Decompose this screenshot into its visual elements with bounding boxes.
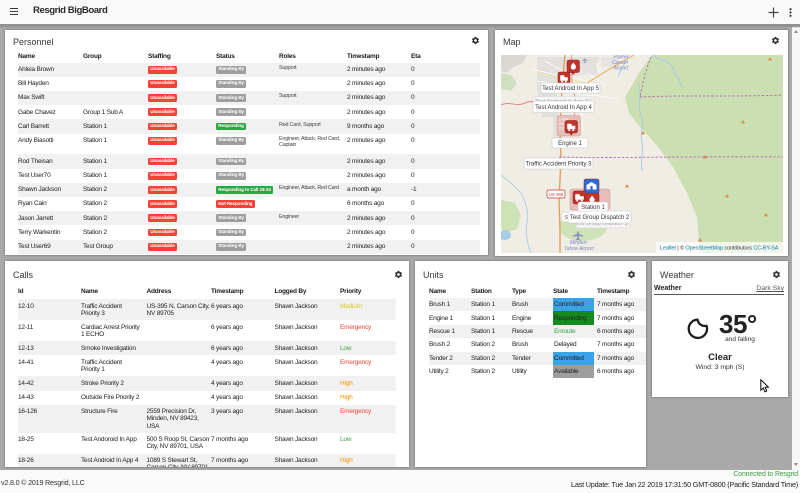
- svg-text:Airport: Airport: [613, 66, 629, 72]
- svg-text:Test Group Dispatch 2: Test Group Dispatch 2: [574, 221, 627, 227]
- svg-text:1 MIN: 1 MIN: [559, 118, 569, 122]
- svg-text:S: S: [564, 215, 568, 221]
- svg-text:Test Group Dispatch 2: Test Group Dispatch 2: [570, 215, 630, 221]
- svg-text:Minden-: Minden-: [570, 240, 588, 246]
- svg-text:Test Android In App 5: Test Android In App 5: [542, 86, 599, 92]
- svg-text:Traffic Accident Priority 3: Traffic Accident Priority 3: [525, 162, 592, 168]
- svg-text:Engine 1: Engine 1: [558, 141, 582, 147]
- svg-text:Test Android In App 4: Test Android In App 4: [535, 105, 592, 111]
- svg-text:US: US: [559, 122, 564, 126]
- svg-text:Leaflet | © OpenStreetMap cont: Leaflet | © OpenStreetMap contributors C…: [660, 245, 779, 252]
- svg-text:US: US: [559, 127, 564, 131]
- svg-text:Station 1: Station 1: [581, 205, 605, 211]
- svg-text:Carson: Carson: [612, 60, 628, 66]
- svg-text:US 395: US 395: [549, 192, 564, 197]
- svg-text:Tahoe Airport: Tahoe Airport: [564, 246, 594, 252]
- svg-text:Parker: Parker: [614, 55, 629, 61]
